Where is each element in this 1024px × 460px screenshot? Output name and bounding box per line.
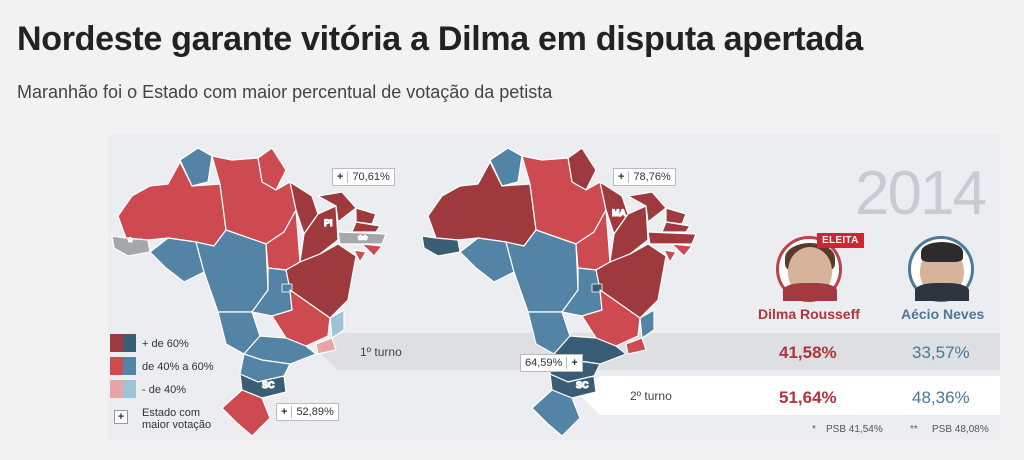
round1-aecio-value: 33,57% — [912, 343, 970, 362]
round2-dilma-value: 51,64% — [779, 388, 837, 407]
state-es — [639, 309, 655, 339]
aecio-portrait-icon — [908, 236, 974, 302]
state-ce — [627, 191, 667, 223]
candidate-name-dilma: Dilma Rousseff — [758, 306, 860, 322]
state-label-ma: MA — [612, 208, 626, 218]
plus-icon: + — [281, 406, 293, 418]
round1-dilma-value: 41,58% — [779, 343, 837, 362]
state-rn — [355, 207, 377, 225]
round1-band — [318, 333, 1000, 370]
elected-badge: ELEITA — [817, 233, 864, 248]
candidate-name-aecio: Aécio Neves — [901, 306, 985, 322]
asterisk-ac: * — [128, 235, 133, 249]
plus-icon: + — [337, 171, 349, 183]
legend-swatch-strong-red — [110, 334, 123, 352]
map1-top-blue-value: 52,89% — [296, 406, 334, 418]
state-pe — [647, 231, 697, 245]
state-rs — [221, 389, 271, 437]
legend-strong: + de 60% — [142, 338, 189, 350]
state-pb — [351, 221, 381, 233]
state-es — [329, 309, 345, 339]
map2-top-blue-callout: 64,59% + — [520, 354, 583, 372]
legend-swatch-strong-blue — [123, 334, 136, 352]
state-label-pi: PI — [324, 218, 333, 228]
state-rn — [665, 207, 687, 225]
state-am — [427, 161, 537, 247]
plus-icon: + — [566, 357, 578, 369]
round2-band — [580, 376, 1000, 415]
asterisk-pe: ** — [358, 233, 368, 247]
page-subtitle: Maranhão foi o Estado com maior percentu… — [17, 82, 553, 102]
round2-label: 2º turno — [630, 389, 672, 403]
footnote-star1-mark: * — [812, 424, 816, 435]
map1-top-red-value: 70,61% — [352, 171, 390, 183]
map1-top-red-callout: +70,61% — [332, 168, 395, 186]
legend-most-voted: Estado com maior votação — [142, 407, 212, 431]
state-ro — [459, 237, 515, 283]
state-label-sc: SC — [262, 380, 275, 390]
legend-swatch-mid-red — [110, 357, 123, 375]
legend-swatch-mid-blue — [123, 357, 136, 375]
legend-swatch-weak-blue — [123, 380, 136, 398]
round1-label: 1º turno — [360, 345, 402, 359]
state-am — [117, 161, 227, 247]
map-round1: PI SC * ** — [111, 147, 387, 437]
state-ce — [317, 191, 357, 223]
state-se — [353, 249, 367, 263]
state-se — [663, 249, 677, 263]
legend-mid: de 40% a 60% — [142, 361, 214, 373]
map1-top-blue-callout: +52,89% — [276, 403, 339, 421]
plus-icon: + — [618, 171, 630, 183]
state-pb — [661, 221, 691, 233]
state-rj — [625, 337, 647, 355]
state-ro — [149, 237, 205, 283]
state-al — [671, 243, 693, 257]
state-al — [361, 243, 383, 257]
legend-swatch-weak-red — [110, 380, 123, 398]
dilma-portrait-icon — [776, 236, 842, 302]
legend-weak: - de 40% — [142, 384, 187, 396]
map2-top-red-value: 78,76% — [633, 171, 671, 183]
year-label: 2014 — [855, 159, 987, 228]
footnote-star2-text: PSB 48,08% — [932, 424, 989, 435]
map2-top-red-callout: +78,76% — [613, 168, 676, 186]
footnote-star1-text: PSB 41,54% — [826, 424, 883, 435]
state-pe — [337, 231, 387, 245]
state-rj — [315, 337, 337, 355]
page-title: Nordeste garante vitória a Dilma em disp… — [17, 20, 864, 58]
plus-icon: + — [114, 410, 128, 424]
footnote-star2-mark: ** — [910, 424, 918, 435]
map-round2: MA SC — [421, 147, 697, 437]
round2-aecio-value: 48,36% — [912, 388, 970, 407]
state-label-sc: SC — [576, 380, 589, 390]
map2-top-blue-value: 64,59% — [525, 357, 563, 369]
state-rs — [531, 389, 581, 437]
